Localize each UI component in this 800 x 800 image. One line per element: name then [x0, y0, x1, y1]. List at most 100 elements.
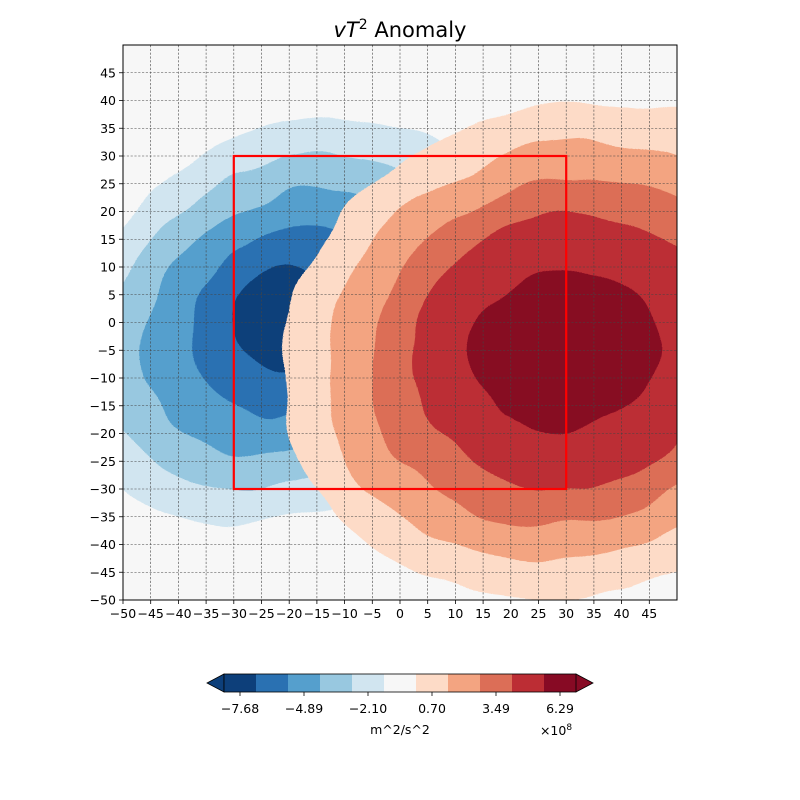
y-tick-label: −40 [90, 537, 116, 552]
y-tick-label: 35 [100, 121, 116, 136]
x-tick: −20 [276, 600, 302, 621]
y-tick: 5 [108, 287, 123, 302]
x-tick-label: 30 [558, 606, 574, 621]
x-tick: 15 [475, 600, 491, 621]
colorbar-label: m^2/s^2 [370, 722, 430, 737]
colorbar-tick-label: 0.70 [418, 701, 446, 716]
x-tick: −35 [193, 600, 219, 621]
x-tick: −30 [221, 600, 247, 621]
y-tick-label: −35 [90, 509, 116, 524]
y-tick: −35 [90, 509, 123, 524]
colorbar-swatch [256, 674, 289, 692]
x-tick-label: −30 [221, 606, 247, 621]
y-tick: 35 [100, 121, 123, 136]
colorbar-swatch [544, 674, 577, 692]
y-tick: −30 [90, 482, 123, 497]
y-tick: 10 [100, 260, 123, 275]
x-tick: −10 [331, 600, 358, 621]
y-tick-label: −45 [90, 565, 116, 580]
y-tick: −45 [90, 565, 123, 580]
x-tick: 10 [447, 600, 463, 621]
y-tick-label: 0 [108, 315, 116, 330]
x-tick: −45 [138, 600, 164, 621]
x-tick: 0 [396, 600, 404, 621]
colorbar-extend-low [206, 673, 225, 693]
colorbar: −7.68 −4.89 −2.10 0.70 3.49 6.29 [206, 673, 594, 716]
x-tick-label: 0 [396, 606, 404, 621]
x-tick: 20 [503, 600, 519, 621]
x-tick-label: 40 [614, 606, 630, 621]
colorbar-swatch [448, 674, 481, 692]
x-tick: −5 [363, 600, 382, 621]
colorbar-swatch [480, 674, 513, 692]
y-tick: −15 [90, 398, 123, 413]
y-tick-label: −15 [90, 398, 116, 413]
x-tick: −25 [248, 600, 275, 621]
y-tick-label: −30 [90, 482, 116, 497]
colorbar-swatch [224, 674, 257, 692]
y-tick: −25 [90, 454, 123, 469]
y-tick-label: 40 [100, 93, 116, 108]
y-tick: 40 [100, 93, 123, 108]
y-tick-label: −20 [90, 426, 116, 441]
region-box [232, 154, 568, 491]
colorbar-tick-label: 6.29 [546, 701, 574, 716]
colorbar-swatch [288, 674, 321, 692]
y-tick: 25 [100, 176, 123, 191]
x-tick: −15 [304, 600, 330, 621]
y-tick-label: −10 [90, 371, 116, 386]
x-tick-label: −45 [138, 606, 164, 621]
x-axis: −50 −45 −40 −35 −30 −25 −20 −15 −10 −5 0 5 10 15 20 25 3… [110, 600, 657, 621]
y-tick: 30 [100, 149, 123, 164]
y-tick-label: 10 [100, 260, 116, 275]
y-tick: 45 [100, 65, 123, 80]
colorbar-swatch [416, 674, 449, 692]
x-tick: 30 [558, 600, 574, 621]
y-tick: 15 [100, 232, 123, 247]
plot-area [123, 45, 677, 600]
x-tick-label: 45 [641, 606, 657, 621]
x-tick-label: 35 [586, 606, 602, 621]
y-tick: −10 [90, 371, 123, 386]
y-axis: −50−45−40−35−30−25−20−15−10−505101520253… [90, 65, 123, 608]
colorbar-tick-label: −7.68 [221, 701, 259, 716]
x-tick: −40 [165, 600, 192, 621]
x-tick: −50 [110, 600, 136, 621]
x-tick-label: −40 [165, 606, 191, 621]
x-tick-label: −20 [276, 606, 302, 621]
x-tick-label: −15 [304, 606, 330, 621]
x-tick: 25 [531, 600, 547, 621]
colorbar-tick-label: −4.89 [285, 701, 323, 716]
y-tick-label: 5 [108, 287, 116, 302]
y-tick-label: 25 [100, 176, 116, 191]
colorbar-extend-high [575, 673, 594, 693]
colorbar-tick-label: −2.10 [349, 701, 387, 716]
x-tick-label: 20 [503, 606, 519, 621]
y-tick-label: 45 [100, 65, 116, 80]
y-tick: −5 [98, 343, 123, 358]
y-tick-label: −5 [98, 343, 116, 358]
x-tick-label: 15 [475, 606, 491, 621]
x-tick: 5 [424, 600, 432, 621]
y-tick-label: 30 [100, 149, 116, 164]
y-tick: −40 [90, 537, 123, 552]
colorbar-swatch [352, 674, 385, 692]
x-tick-label: 10 [447, 606, 463, 621]
y-tick-label: −50 [90, 593, 116, 608]
x-tick-label: −35 [193, 606, 219, 621]
colorbar-swatch [384, 674, 417, 692]
x-tick-label: −25 [248, 606, 274, 621]
x-tick: 35 [586, 600, 602, 621]
colorbar-multiplier: ×108 [540, 723, 572, 738]
chart-title: vT2 Anomaly [334, 17, 467, 42]
y-tick: −20 [90, 426, 123, 441]
y-tick-label: −25 [90, 454, 116, 469]
x-tick-label: 25 [531, 606, 547, 621]
colorbar-swatch [320, 674, 353, 692]
x-tick-label: −5 [363, 606, 381, 621]
colorbar-swatch [512, 674, 545, 692]
colorbar-tick-label: 3.49 [482, 701, 510, 716]
y-tick: 0 [108, 315, 123, 330]
x-tick-label: 5 [424, 606, 432, 621]
y-tick: 20 [100, 204, 123, 219]
